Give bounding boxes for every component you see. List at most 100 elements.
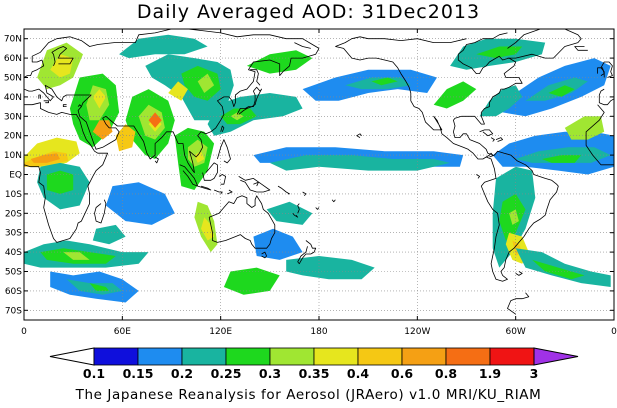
coastline (598, 88, 614, 106)
aod-region (194, 201, 218, 253)
coastline (315, 207, 320, 210)
aod-contour-fill (89, 283, 110, 291)
aod-contour-fill (532, 259, 585, 280)
colorbar-label: 1.9 (479, 366, 501, 381)
lat-tick-label: 20N (4, 132, 22, 142)
lon-tick-label: 120W (404, 327, 430, 337)
colorbar-swatch (313, 347, 359, 366)
lon-tick-label: 0 (611, 327, 617, 337)
aod-contour-fill (46, 170, 74, 194)
aod-contour-fill (168, 81, 188, 101)
coastline (507, 29, 582, 59)
credit-line: The Japanese Reanalysis for Aerosol (JRA… (75, 387, 542, 403)
coastline (208, 195, 276, 249)
aod-contour-fill (269, 155, 451, 171)
coastline (356, 133, 362, 138)
lat-tick-label: 10N (4, 151, 22, 161)
colorbar-label: 0.35 (299, 366, 330, 381)
axis-ticks: 70N 60N 50N 40N 30N 20N 10N EQ 10S 20S 30S 40S 50S 60… (4, 29, 617, 337)
aod-contour-fill (371, 77, 398, 86)
coastline (220, 125, 225, 132)
coastline (217, 139, 231, 164)
aod-contour-fill (266, 201, 313, 225)
colorbar-label: 0.2 (171, 366, 193, 381)
lat-tick-label: 30N (4, 112, 22, 122)
aod-region (515, 248, 611, 287)
colorbar-label: 3 (530, 366, 539, 381)
aod-region (223, 256, 375, 295)
coastline (335, 32, 523, 160)
aod-contour-fill (194, 151, 205, 163)
colorbar-swatch (269, 347, 315, 366)
aod-region (492, 166, 536, 268)
aod-contour-fill (63, 252, 90, 260)
lat-tick-label: 40N (4, 93, 22, 103)
aod-contour-fill (201, 217, 215, 241)
coastline (507, 292, 530, 315)
coastline (597, 67, 605, 76)
aod-region (433, 81, 523, 117)
coastline (238, 176, 271, 193)
coastline (227, 189, 233, 195)
coastline (24, 48, 320, 174)
aod-region (24, 240, 149, 268)
aod-contour-fill (92, 120, 113, 140)
colorbar-label: 0.8 (435, 366, 457, 381)
coastline (297, 240, 317, 265)
lat-tick-label: 10S (5, 190, 22, 200)
coastline (62, 104, 67, 107)
colorbar-label: 0.1 (83, 366, 105, 381)
aod-contour-fill (479, 85, 523, 117)
aod-contour-fill (197, 73, 215, 93)
colorbar-swatch (401, 347, 447, 366)
aod-region (207, 93, 303, 136)
coastline (213, 189, 223, 195)
lat-tick-label: EQ (9, 171, 22, 181)
lon-tick-label: 180 (310, 327, 327, 337)
aod-contour-fill (207, 93, 303, 136)
aod-contour-fill (30, 153, 61, 163)
aod-region (253, 201, 313, 260)
coastline (43, 100, 49, 104)
aod-contour-fill (246, 50, 313, 74)
coastline (38, 94, 41, 99)
coastline (253, 181, 259, 187)
aod-contour-fill (148, 112, 162, 128)
coastline (331, 199, 336, 203)
aod-contour-fill (105, 182, 175, 225)
aod-contour-fill (119, 34, 208, 59)
coastline (574, 46, 588, 51)
colorbar: 0.1 0.15 0.2 0.25 0.3 0.35 0.4 0.6 0.8 1.9 3 (49, 347, 579, 381)
aod-contour-fill (92, 89, 106, 109)
lon-tick-label: 120E (209, 327, 232, 337)
colorbar-swatch (137, 347, 183, 366)
aod-region (92, 112, 162, 140)
lon-tick-label: 60W (505, 327, 525, 337)
lon-tick-label: 0 (21, 327, 27, 337)
aod-contour-fill (564, 116, 605, 140)
coastline (490, 137, 495, 142)
coastline (197, 185, 212, 191)
colorbar-label: 0.25 (211, 366, 242, 381)
colorbar-label: 0.15 (123, 366, 154, 381)
coastline (51, 46, 74, 67)
coastline (495, 137, 504, 142)
coastline (77, 104, 82, 107)
coastline (236, 86, 263, 115)
lat-tick-label: 60S (5, 287, 22, 297)
lon-tick-label: 60E (114, 327, 131, 337)
aod-region (37, 162, 90, 210)
colorbar-swatch (489, 347, 535, 366)
coastline (480, 150, 559, 282)
aod-contour-fill (223, 267, 280, 295)
colorbar-swatch (181, 347, 227, 366)
aod-contour-fill (515, 248, 611, 287)
coastline (479, 129, 494, 137)
lat-tick-label: 70N (4, 35, 22, 45)
coastline (335, 36, 467, 47)
colorbar-swatch (225, 347, 271, 366)
aod-contour-fill (541, 155, 582, 163)
coastline (585, 104, 614, 166)
colorbar-swatch (445, 347, 491, 366)
aod-contour-fill (50, 54, 74, 78)
